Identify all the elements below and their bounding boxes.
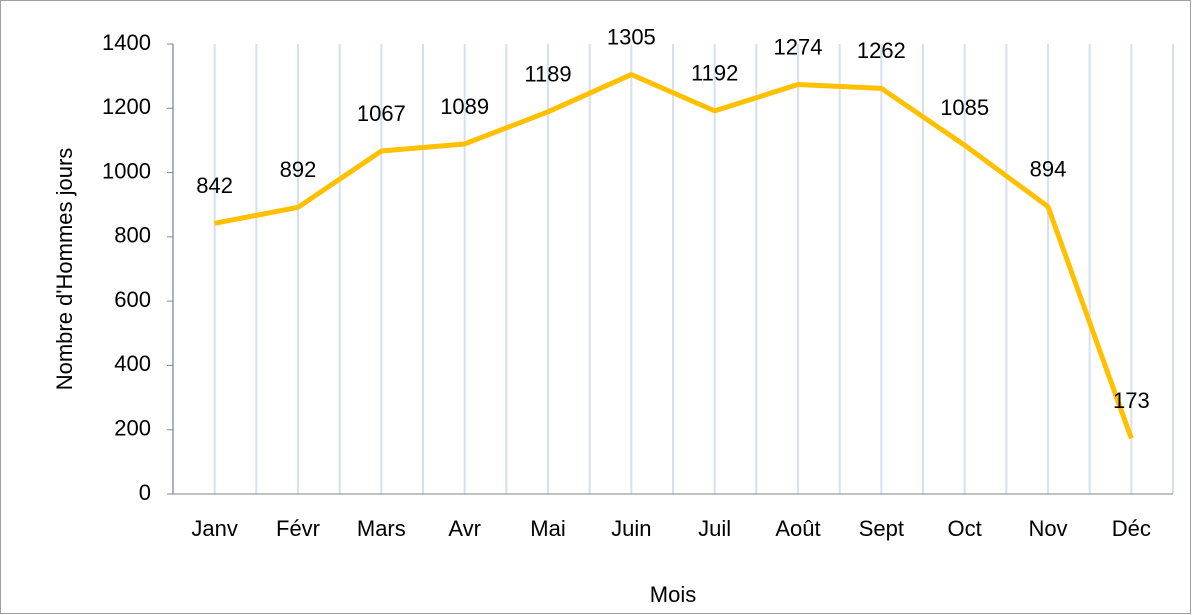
y-tick-label: 200 [114,416,151,441]
data-label: 842 [196,173,233,198]
x-tick-label: Nov [1028,516,1067,541]
y-tick-label: 800 [114,223,151,248]
data-line [214,72,1134,440]
x-tick-label: Avr [448,516,481,541]
y-tick-label: 1000 [102,158,151,183]
data-label: 173 [1113,388,1150,413]
x-tick-label: Mai [530,516,565,541]
y-tick-label: 1200 [102,94,151,119]
x-tick-label: Oct [948,516,982,541]
x-tick-label: Juil [698,516,731,541]
x-tick-label: Janv [191,516,237,541]
data-label: 892 [280,157,317,182]
x-tick-label: Déc [1112,516,1151,541]
y-axis-label: Nombre d'Hommes jours [52,148,77,391]
x-tick-label: Août [775,516,820,541]
y-tick-label: 400 [114,351,151,376]
data-label: 1089 [440,94,489,119]
data-label: 894 [1030,156,1067,181]
y-tick-label: 600 [114,287,151,312]
x-tick-label: Mars [357,516,406,541]
y-tick-label: 1400 [102,30,151,55]
data-label: 1262 [857,38,906,63]
x-tick-label: Juin [611,516,651,541]
data-label: 1189 [524,62,571,87]
data-label: 1192 [691,61,738,86]
data-label: 1274 [774,34,823,59]
x-tick-label: Sept [859,516,904,541]
x-tick-label: Févr [276,516,320,541]
data-label: 1305 [607,24,656,49]
data-label: 1067 [357,101,406,126]
x-axis-label: Mois [650,582,696,607]
y-tick-label: 0 [139,480,151,505]
data-label: 1085 [940,95,989,120]
